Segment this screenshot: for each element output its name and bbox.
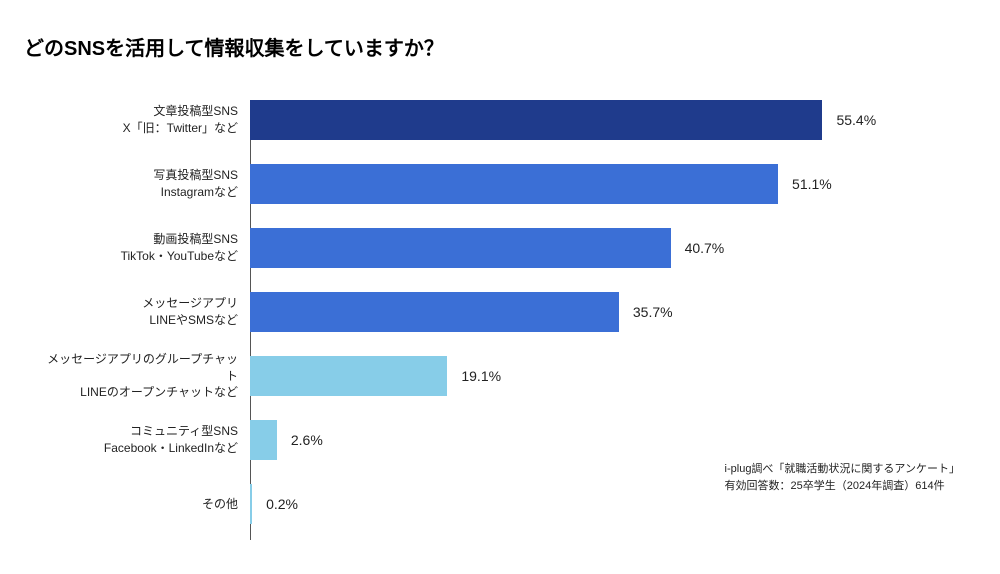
footnote-line-1: i-plug調べ「就職活動状況に関するアンケート」	[725, 461, 960, 478]
bar-label-line-2: Facebook・LinkedInなど	[40, 440, 238, 457]
bar-value: 35.7%	[633, 304, 673, 320]
bar-label-line-1: 写真投稿型SNS	[40, 167, 238, 184]
bar	[250, 484, 252, 524]
bar-track: 55.4%	[250, 100, 960, 140]
bar-label-line-2: LINEのオープンチャットなど	[40, 384, 238, 401]
bar-label-line-2: TikTok・YouTubeなど	[40, 248, 238, 265]
bar	[250, 420, 277, 460]
bar	[250, 228, 671, 268]
bar-value: 0.2%	[266, 496, 298, 512]
bar-label-line-1: その他	[40, 496, 238, 513]
bar	[250, 356, 447, 396]
bar-label-line-2: X「旧：Twitter」など	[40, 120, 238, 137]
bar-label: 動画投稿型SNSTikTok・YouTubeなど	[40, 231, 250, 265]
bar-value: 55.4%	[836, 112, 876, 128]
bar-label: メッセージアプリのグループチャットLINEのオープンチャットなど	[40, 351, 250, 401]
chart-row: コミュニティ型SNSFacebook・LinkedInなど 2.6%	[40, 420, 960, 460]
bar-label-line-1: コミュニティ型SNS	[40, 423, 238, 440]
bar-label-line-2: LINEやSMSなど	[40, 312, 238, 329]
chart-row: 文章投稿型SNSX「旧：Twitter」など 55.4%	[40, 100, 960, 140]
bar-label: メッセージアプリLINEやSMSなど	[40, 295, 250, 329]
bar-track: 40.7%	[250, 228, 960, 268]
bar-value: 51.1%	[792, 176, 832, 192]
chart-footnote: i-plug調べ「就職活動状況に関するアンケート」 有効回答数：25卒学生（20…	[725, 461, 960, 494]
bar-value: 2.6%	[291, 432, 323, 448]
bar-value: 40.7%	[685, 240, 725, 256]
bar-value: 19.1%	[461, 368, 501, 384]
bar-label: 文章投稿型SNSX「旧：Twitter」など	[40, 103, 250, 137]
bar-label: 写真投稿型SNSInstagramなど	[40, 167, 250, 201]
bar-label-line-1: 動画投稿型SNS	[40, 231, 238, 248]
chart-row: メッセージアプリのグループチャットLINEのオープンチャットなど19.1%	[40, 356, 960, 396]
bar	[250, 292, 619, 332]
chart-row: 写真投稿型SNSInstagramなど 51.1%	[40, 164, 960, 204]
bar-label-line-1: メッセージアプリ	[40, 295, 238, 312]
chart-row: メッセージアプリLINEやSMSなど 35.7%	[40, 292, 960, 332]
bar	[250, 164, 778, 204]
chart-title: どのSNSを活用して情報収集をしていますか？	[24, 32, 444, 61]
bar-track: 19.1%	[250, 356, 960, 396]
bar-label-line-1: 文章投稿型SNS	[40, 103, 238, 120]
chart-row: 動画投稿型SNSTikTok・YouTubeなど 40.7%	[40, 228, 960, 268]
bar-label-line-1: メッセージアプリのグループチャット	[40, 351, 238, 385]
bar-label: コミュニティ型SNSFacebook・LinkedInなど	[40, 423, 250, 457]
bar-label-line-2: Instagramなど	[40, 184, 238, 201]
bar-track: 51.1%	[250, 164, 960, 204]
bar-label: その他	[40, 496, 250, 513]
bar	[250, 100, 822, 140]
footnote-line-2: 有効回答数：25卒学生（2024年調査）614件	[725, 478, 960, 495]
bar-track: 35.7%	[250, 292, 960, 332]
bar-track: 2.6%	[250, 420, 960, 460]
